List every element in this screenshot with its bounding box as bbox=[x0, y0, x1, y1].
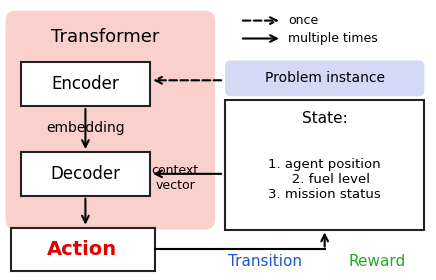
Text: Decoder: Decoder bbox=[51, 165, 120, 183]
Text: embedding: embedding bbox=[46, 121, 125, 135]
Bar bbox=[20, 152, 150, 196]
Text: context
vector: context vector bbox=[152, 164, 199, 192]
Bar bbox=[225, 100, 424, 230]
Text: Action: Action bbox=[48, 240, 117, 259]
Bar bbox=[10, 228, 155, 271]
Text: once: once bbox=[288, 14, 318, 27]
Text: Problem instance: Problem instance bbox=[265, 71, 385, 85]
Text: Transformer: Transformer bbox=[51, 27, 160, 46]
Text: Encoder: Encoder bbox=[51, 75, 119, 93]
Text: State:: State: bbox=[302, 111, 347, 126]
Text: Reward: Reward bbox=[349, 254, 406, 269]
Text: 1. agent position
   2. fuel level
3. mission status: 1. agent position 2. fuel level 3. missi… bbox=[268, 158, 381, 201]
FancyBboxPatch shape bbox=[6, 11, 215, 230]
Text: Transition: Transition bbox=[228, 254, 302, 269]
Text: multiple times: multiple times bbox=[288, 32, 378, 45]
FancyBboxPatch shape bbox=[225, 60, 424, 96]
Bar bbox=[20, 62, 150, 106]
